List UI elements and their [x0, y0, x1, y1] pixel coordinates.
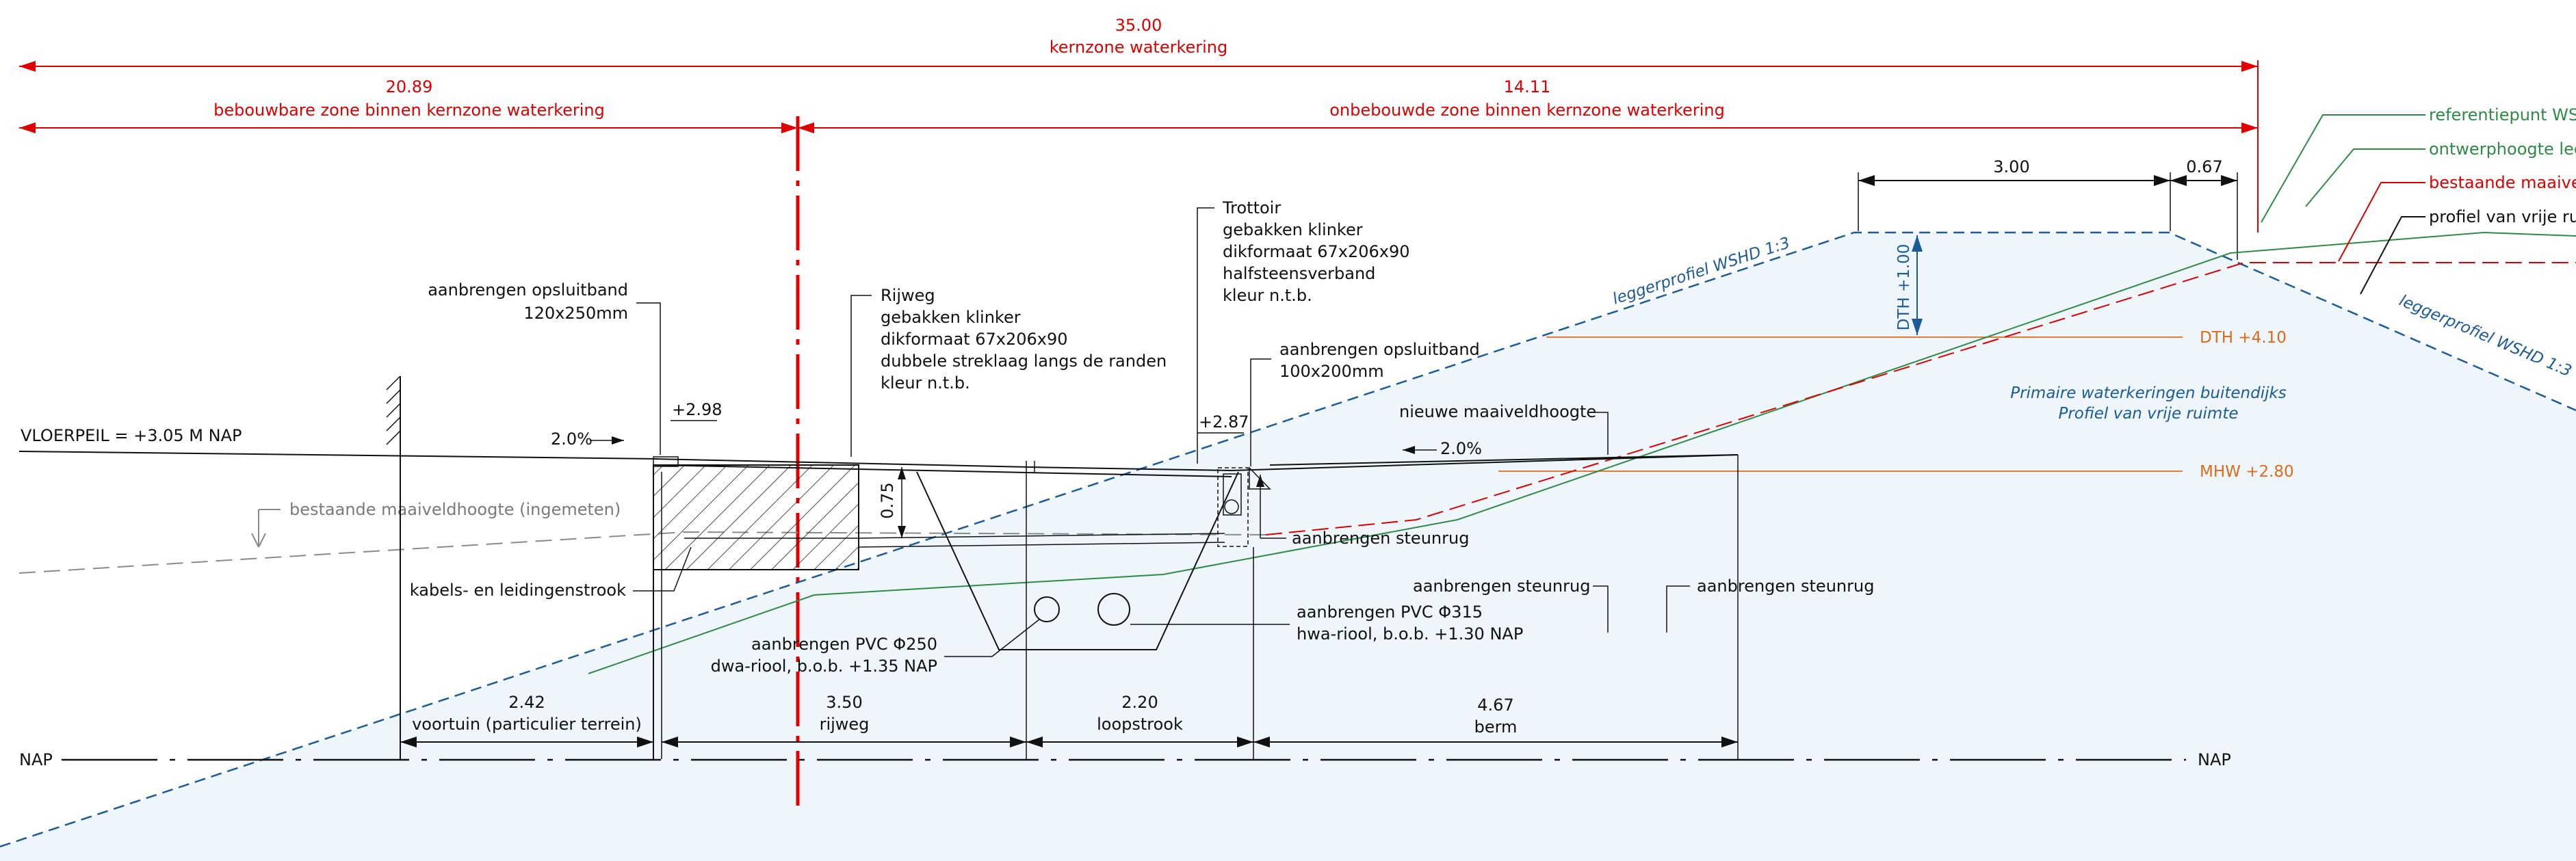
onbebouwde-value: 14.11: [1504, 77, 1551, 96]
dim-loopstrook-value: 2.20: [1121, 693, 1158, 712]
road-surface: [653, 454, 1739, 472]
berm-surface: [1269, 454, 1739, 466]
crest-offset-value: 0.67: [2186, 157, 2222, 176]
vloerpeil-label: VLOERPEIL = +3.05 M NAP: [21, 426, 242, 445]
pvc315-pipe: [1097, 593, 1130, 626]
ontwerphoogte-leader: [2305, 148, 2425, 207]
primaire-label-1: Primaire waterkeringen buitendijks: [2010, 384, 2287, 402]
trottoir-l5: kleur n.t.b.: [1223, 286, 1312, 305]
dim-voortuin-value: 2.42: [508, 693, 545, 712]
dim-rijweg-label: rijweg: [820, 715, 870, 734]
bestaande-leader: [2338, 182, 2425, 262]
level-287: +2.87: [1199, 412, 1249, 432]
rijweg-leader: [850, 295, 872, 457]
profiel-leader: [2360, 216, 2425, 295]
legend-bestaande: bestaande maaivel: [2429, 173, 2576, 192]
rijweg-l3: dikformaat 67x206x90: [881, 330, 1068, 349]
opsluitband-left-leader: [636, 302, 661, 455]
pvc315-l2: hwa-riool, b.o.b. +1.30 NAP: [1297, 624, 1523, 644]
grey-arrow-head: [251, 533, 259, 548]
slope-left-label: 2.0%: [551, 429, 593, 449]
steunrug-3-leader: [1666, 585, 1690, 633]
pvc315-l1: aanbrengen PVC Φ315: [1297, 602, 1483, 622]
trottoir-l4: halfsteensverband: [1223, 264, 1375, 283]
opsluitband-right-marker: [1224, 499, 1239, 514]
rijweg-l2: gebakken klinker: [881, 308, 1021, 327]
dim-rijweg-value: 3.50: [826, 693, 862, 712]
pvc250-l1: aanbrengen PVC Φ250: [751, 635, 937, 654]
primaire-label-2: Profiel van vrije ruimte: [2058, 405, 2238, 423]
opsluitband-left-l2: 120x250mm: [523, 304, 628, 323]
steunrug-2: aanbrengen steunrug: [1413, 577, 1590, 596]
subbase-line-3: [858, 542, 1225, 548]
rijweg-l4: dubbele streklaag langs de randen: [881, 352, 1167, 371]
grey-arrow-head-2: [258, 533, 266, 548]
opsluitband-right-l2: 100x200mm: [1279, 362, 1384, 381]
nieuwe-maaiveld-leader: [1589, 412, 1609, 455]
trottoir-l1: Trottoir: [1222, 198, 1281, 217]
ontwerp-maaiveld-line: [588, 231, 2576, 674]
profiel-vrije-ruimte-area: [0, 233, 2576, 861]
bebouwbare-label: bebouwbare zone binnen kernzone waterker…: [213, 101, 605, 120]
legend-profiel: profiel van vrije ru: [2429, 207, 2576, 226]
opsluitband-right-leader: [1250, 358, 1271, 466]
rijweg-l1: Rijweg: [881, 286, 935, 305]
dth-dim-label: DTH +1.00: [1895, 244, 1913, 331]
kabels-leader: [633, 546, 692, 592]
subbase-line-2: [858, 533, 1225, 539]
bebouwbare-value: 20.89: [386, 77, 433, 96]
steunrug-3: aanbrengen steunrug: [1697, 577, 1874, 596]
nieuwe-maaiveld-label: nieuwe maaiveldhoogte: [1399, 402, 1596, 421]
dim-berm-value: 4.67: [1477, 696, 1513, 715]
steunrug-2-leader: [1593, 585, 1609, 633]
vloerpeil-line: [18, 451, 659, 460]
trottoir-l2: gebakken klinker: [1223, 220, 1363, 239]
opsluitband-right-l1: aanbrengen opsluitband: [1279, 340, 1480, 359]
pvc250-leader: [944, 618, 1041, 657]
sewer-trench: [916, 471, 1239, 650]
nap-left-label: NAP: [19, 750, 53, 769]
depth-075: 0.75: [878, 482, 897, 518]
kabels-label: kabels- en leidingenstrook: [410, 581, 626, 600]
steunrug-1: aanbrengen steunrug: [1292, 529, 1469, 548]
pvc250-pipe: [1034, 596, 1060, 622]
dim-berm-label: berm: [1474, 717, 1518, 737]
kernzone-value: 35.00: [1115, 16, 1162, 35]
nap-right-label: NAP: [2198, 750, 2231, 769]
crest-width-value: 3.00: [1993, 157, 2029, 176]
dim-loopstrook-label: loopstrook: [1097, 715, 1183, 734]
trottoir-leader: [1197, 207, 1214, 464]
legend-ontwerphoogte: ontwerphoogte leg: [2429, 140, 2576, 159]
legend-referentiepunt: referentiepunt WS: [2429, 105, 2576, 124]
opsluitband-left: [653, 456, 679, 467]
dth-level-label: DTH +4.10: [2200, 329, 2287, 347]
pvc250-l2: dwa-riool, b.o.b. +1.35 NAP: [711, 657, 937, 676]
facade-hatch: [386, 375, 401, 445]
trottoir-l3: dikformaat 67x206x90: [1223, 242, 1410, 261]
referentiepunt-leader: [2261, 114, 2425, 223]
leggerprofiel-line: [0, 231, 2576, 848]
opsluitband-right: [1217, 467, 1249, 547]
opsluitband-left-l1: aanbrengen opsluitband: [428, 280, 628, 300]
opsluitband-right-inner: [1223, 473, 1242, 516]
mhw-level-label: MHW +2.80: [2200, 463, 2294, 481]
bestaande-ingemeten-label: bestaande maaiveldhoogte (ingemeten): [289, 500, 621, 519]
onbebouwde-label: onbebouwde zone binnen kernzone waterker…: [1329, 101, 1725, 120]
bestaande-maaiveld-red: [1265, 262, 2576, 535]
rijweg-l5: kleur n.t.b.: [881, 373, 970, 393]
dim-voortuin-label: voortuin (particulier terrein): [412, 715, 642, 734]
kernzone-label: kernzone waterkering: [1050, 38, 1228, 57]
road-foundation-hatch: [653, 464, 859, 570]
slope-right-label: 2.0%: [1440, 439, 1482, 458]
level-298: +2.98: [672, 400, 723, 419]
